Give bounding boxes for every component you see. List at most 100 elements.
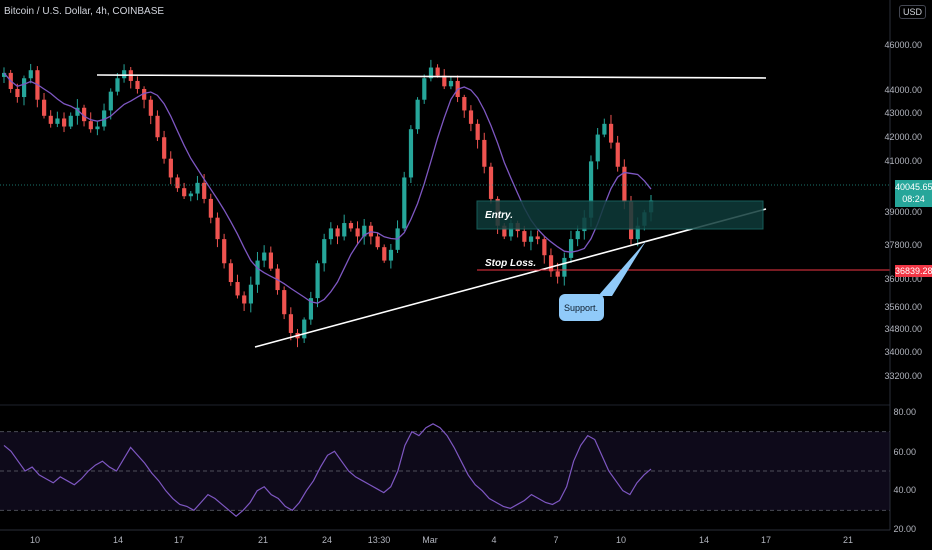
candle-body xyxy=(175,177,180,189)
price-axis-label: 39000.00 xyxy=(884,207,922,217)
candle-body xyxy=(502,225,507,237)
candle-body xyxy=(282,290,287,315)
stop-price-tag: 36839.28 xyxy=(895,265,932,277)
candle-series xyxy=(2,59,654,348)
currency-badge[interactable]: USD xyxy=(898,5,926,19)
candle-body xyxy=(622,166,627,202)
candle-body xyxy=(595,134,600,162)
candle-body xyxy=(288,314,294,333)
candle-body xyxy=(355,228,360,237)
rsi-axis-label: 80.00 xyxy=(893,407,916,417)
candle-body xyxy=(62,118,67,127)
candle-body xyxy=(262,252,267,261)
candle-body xyxy=(382,247,387,261)
rsi-axis-label: 40.00 xyxy=(893,485,916,495)
candle-body xyxy=(562,257,567,277)
candle-body xyxy=(42,99,47,116)
time-axis-label: 7 xyxy=(553,535,558,545)
time-axis-label: 10 xyxy=(616,535,626,545)
candle-body xyxy=(222,239,227,264)
candle-body xyxy=(568,239,574,258)
candle-body xyxy=(115,78,120,92)
time-axis-label: 17 xyxy=(174,535,184,545)
price-axis-label: 44000.00 xyxy=(884,85,922,95)
symbol-title[interactable]: Bitcoin / U.S. Dollar, 4h, COINBASE xyxy=(4,6,165,17)
candle-body xyxy=(122,70,127,79)
support-callout xyxy=(559,294,604,321)
time-axis-label: 21 xyxy=(843,535,853,545)
time-axis-label: 14 xyxy=(113,535,123,545)
time-axis-label: 21 xyxy=(258,535,268,545)
price-axis-label: 43000.00 xyxy=(884,108,922,118)
candle-body xyxy=(468,110,474,124)
candle-body xyxy=(575,231,580,240)
candle-body xyxy=(195,182,200,194)
candle-body xyxy=(102,110,107,127)
candle-body xyxy=(202,182,207,199)
entry-zone xyxy=(476,200,764,230)
stop-loss-label: Stop Loss. xyxy=(485,258,536,269)
candle-body xyxy=(462,97,467,111)
candle-body xyxy=(142,88,147,100)
price-axis-label: 46000.00 xyxy=(884,40,922,50)
candle-body xyxy=(375,236,380,248)
candle-body xyxy=(542,239,547,256)
candle-body xyxy=(315,263,320,299)
current-price-tag: 40045.65 08:24 xyxy=(895,180,932,207)
time-axis-label: 13:30 xyxy=(368,535,391,545)
price-axis-label: 35600.00 xyxy=(884,302,922,312)
candle-body xyxy=(335,228,340,237)
callout-pointer xyxy=(598,241,646,296)
candle-body xyxy=(475,123,480,140)
candle-body xyxy=(422,78,427,100)
candle-body xyxy=(555,271,560,277)
support-trendline xyxy=(254,208,767,348)
candle-body xyxy=(2,72,7,77)
candle-body xyxy=(55,118,60,124)
candle-body xyxy=(408,129,414,178)
candle-body xyxy=(268,252,274,269)
candle-body xyxy=(342,223,347,237)
candle-body xyxy=(442,75,447,87)
candle-body xyxy=(48,115,53,124)
candle-body xyxy=(435,67,440,76)
candle-body xyxy=(88,121,93,130)
candle-body xyxy=(22,78,27,98)
candle-body xyxy=(548,255,554,272)
candle-body xyxy=(528,236,534,242)
candle-body xyxy=(635,225,640,240)
candle-body xyxy=(522,231,527,242)
candle-body xyxy=(615,142,620,167)
candle-body xyxy=(168,158,173,178)
candle-body xyxy=(588,161,594,218)
time-axis-label: 10 xyxy=(30,535,40,545)
rsi-axis-label: 20.00 xyxy=(893,524,916,534)
candle-body xyxy=(482,139,487,167)
candle-body xyxy=(488,166,494,199)
moving-average-line xyxy=(3,72,652,304)
time-axis-label: 4 xyxy=(491,535,496,545)
candle-body xyxy=(362,225,367,237)
candle-body xyxy=(215,217,220,240)
time-axis-label: 24 xyxy=(322,535,332,545)
entry-label: Entry. xyxy=(485,210,513,221)
price-axis-label: 34800.00 xyxy=(884,324,922,334)
candle-body xyxy=(308,298,314,320)
candle-body xyxy=(82,107,87,122)
candle-body xyxy=(248,284,253,304)
candle-body xyxy=(155,115,160,138)
rsi-line xyxy=(3,423,652,518)
candle-body xyxy=(228,263,233,283)
bar-countdown: 08:24 xyxy=(902,194,925,204)
price-axis-label: 41000.00 xyxy=(884,156,922,166)
candle-body xyxy=(188,193,193,197)
candle-body xyxy=(75,107,80,116)
candle-body xyxy=(415,99,420,130)
candle-body xyxy=(242,295,247,304)
candle-body xyxy=(15,88,20,98)
resistance-line xyxy=(96,74,767,79)
candle-body xyxy=(135,80,140,89)
candle-body xyxy=(535,236,540,240)
